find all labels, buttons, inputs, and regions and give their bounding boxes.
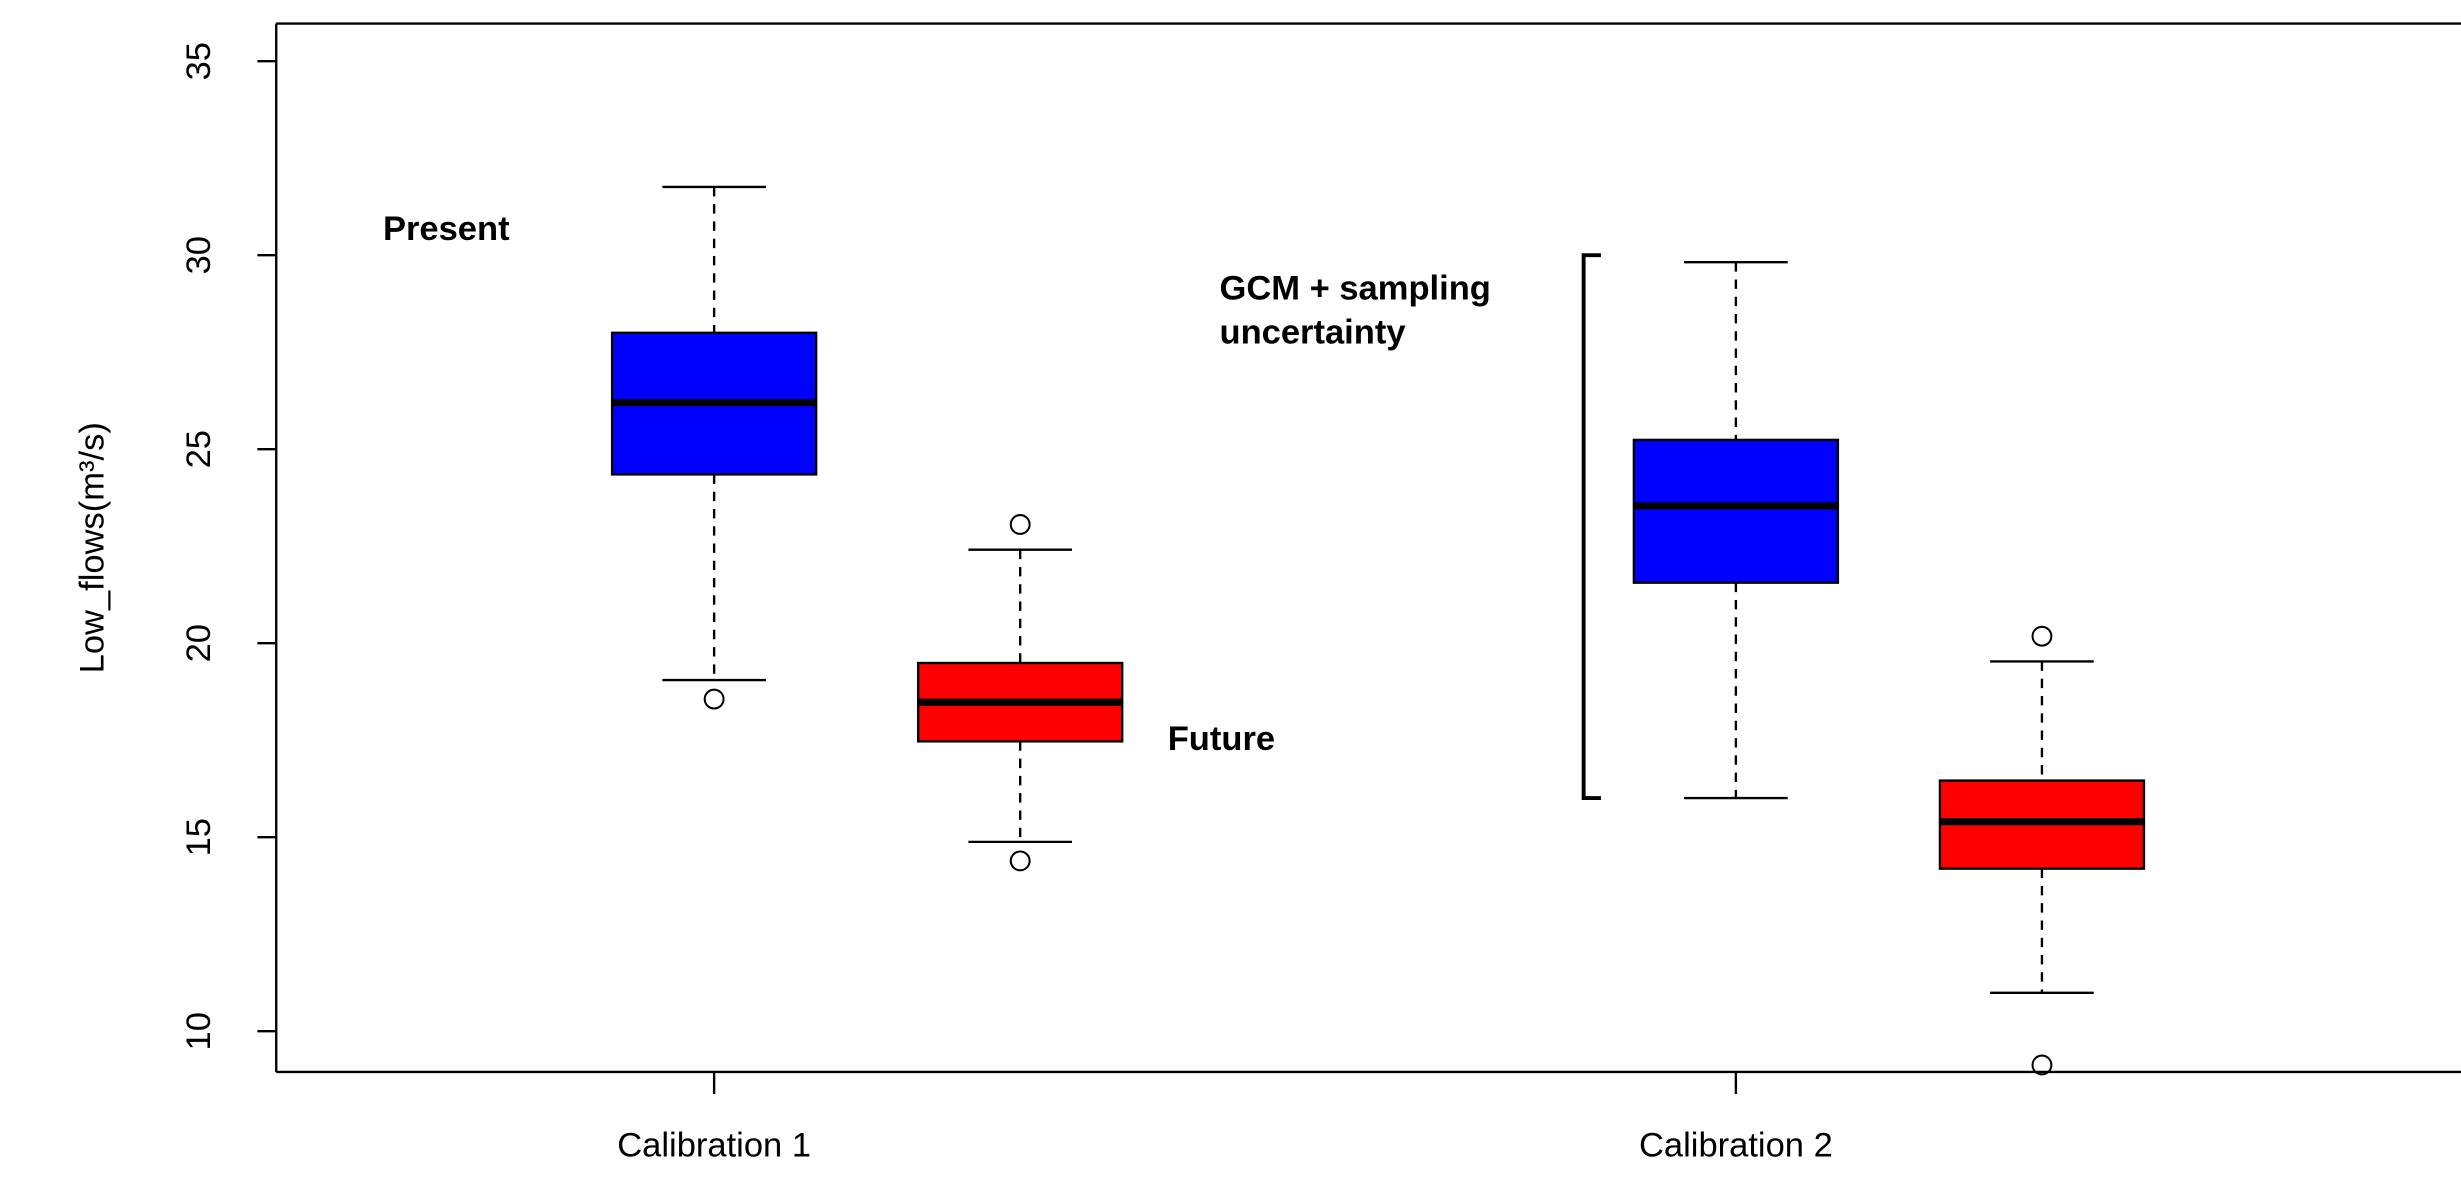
x-tick-label: Calibration 2 bbox=[1639, 1126, 1833, 1164]
y-tick-label: 25 bbox=[180, 430, 218, 468]
y-tick-label: 30 bbox=[180, 236, 218, 274]
annotation: Future bbox=[1168, 720, 1275, 758]
outlier bbox=[2031, 625, 2053, 647]
box bbox=[1632, 438, 1840, 584]
y-tick-label: 20 bbox=[180, 624, 218, 662]
x-tick-label: Calibration 1 bbox=[617, 1126, 811, 1164]
outlier bbox=[703, 688, 725, 710]
uncertainty-bracket bbox=[1581, 253, 1601, 800]
y-tick-label: 10 bbox=[180, 1012, 218, 1050]
outlier bbox=[1009, 514, 1031, 535]
y-tick-label: 15 bbox=[180, 818, 218, 856]
annotation: Present bbox=[383, 210, 510, 248]
outlier bbox=[1009, 850, 1031, 872]
y-axis-label: Low_flows(m³/s) bbox=[73, 422, 111, 673]
annotation: uncertainty bbox=[1220, 313, 1407, 351]
outlier bbox=[2031, 1054, 2053, 1076]
y-tick-label: 35 bbox=[180, 42, 218, 80]
annotation: GCM + sampling bbox=[1220, 269, 1491, 307]
